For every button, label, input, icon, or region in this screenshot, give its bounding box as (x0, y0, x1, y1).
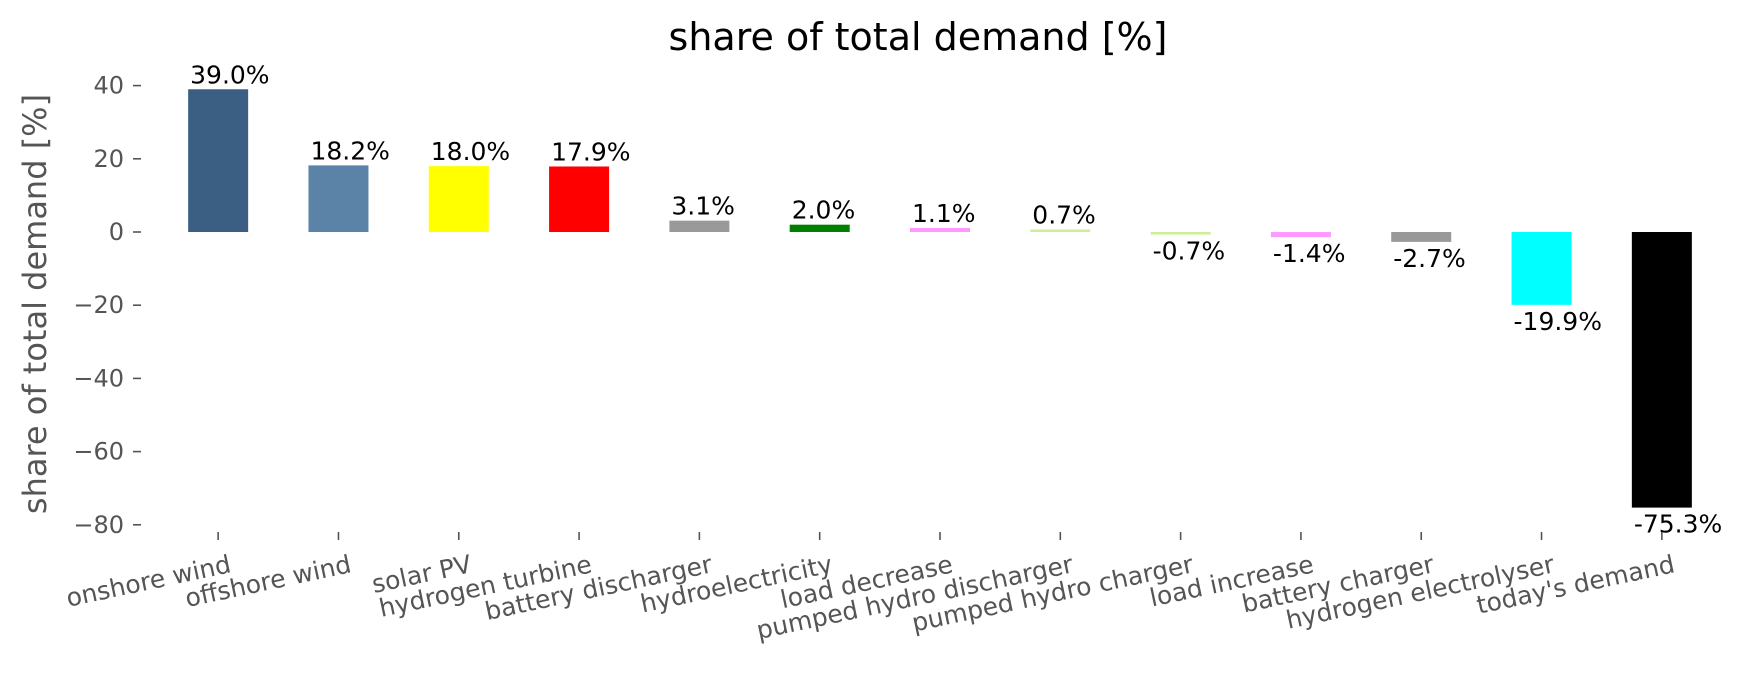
data-label: -75.3% (1634, 510, 1722, 539)
chart-title: share of total demand [%] (669, 15, 1168, 59)
data-labels: 39.0% 18.2% 18.0% 17.9% 3.1% 2.0% 1.1% 0.7% -0.7… (190, 60, 1722, 538)
bar (1631, 232, 1692, 508)
bar (789, 224, 850, 232)
data-label: 3.1% (671, 192, 735, 221)
y-axis: 40 20 0 −20 −40 −60 −80 (73, 72, 141, 539)
data-label: 17.9% (551, 137, 630, 166)
y-axis-label: share of total demand [%] (16, 94, 54, 514)
bar (308, 165, 369, 232)
bar (910, 227, 970, 232)
y-tick-label: 20 (93, 145, 124, 173)
data-label: -19.9% (1514, 307, 1602, 336)
data-label: -0.7% (1153, 237, 1226, 266)
bar (1270, 232, 1331, 238)
y-tick-label: −40 (73, 364, 124, 392)
data-label: 18.0% (431, 137, 510, 166)
y-tick-label: 0 (109, 218, 124, 246)
bar (1511, 232, 1572, 305)
data-label: -1.4% (1273, 239, 1346, 268)
y-tick-label: −60 (73, 438, 124, 466)
bars (188, 89, 1692, 508)
y-tick-label: −20 (73, 291, 124, 319)
bar (188, 89, 249, 232)
data-label: 0.7% (1032, 200, 1096, 229)
data-label: 39.0% (190, 60, 269, 89)
data-label: 2.0% (792, 196, 856, 225)
bar (428, 166, 489, 232)
data-label: -2.7% (1393, 244, 1466, 273)
bar (1030, 229, 1091, 232)
bar (669, 220, 730, 232)
bar (1150, 232, 1211, 235)
bar (549, 166, 610, 232)
y-tick-label: 40 (93, 72, 124, 100)
data-label: 1.1% (912, 199, 976, 228)
data-label: 18.2% (310, 136, 389, 165)
y-tick-label: −80 (73, 511, 124, 539)
bar (1391, 232, 1452, 242)
